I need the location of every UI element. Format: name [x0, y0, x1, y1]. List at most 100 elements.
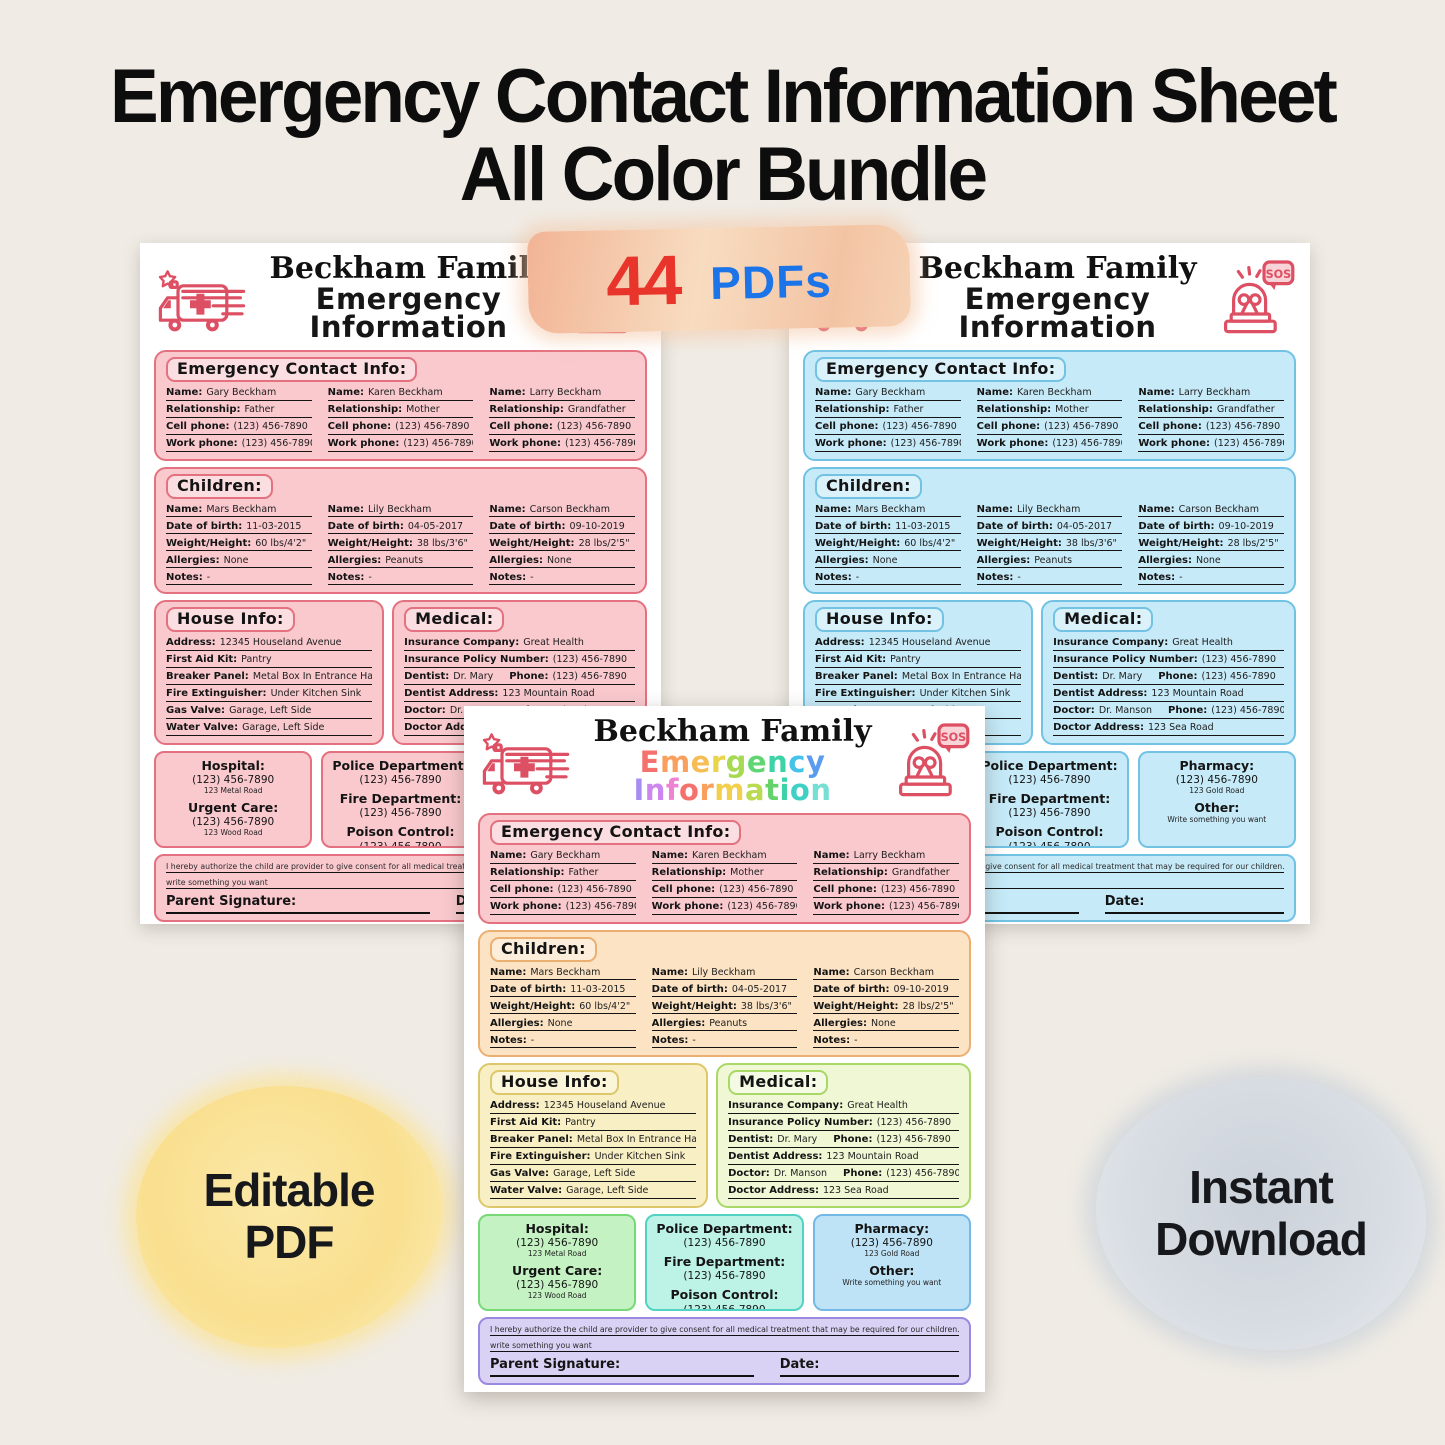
field-row: Allergies: None [166, 555, 312, 568]
box-line: (123) 456-7890 [516, 1279, 599, 1292]
field-label: Allergies: [976, 554, 1031, 566]
field-label: Notes: [166, 571, 203, 583]
contact-column-3: Name: Larry Beckham Relationship: Grandfath… [1138, 387, 1284, 453]
field-row: Doctor Address:123 Sea Road [1053, 722, 1284, 736]
field-value: 09-10-2019 [893, 983, 949, 995]
field-label: Date of birth: [1138, 520, 1215, 532]
field-row: Weight/Height: 60 lbs/4'2" [166, 538, 312, 551]
box-line: (123) 456-7890 [1175, 773, 1258, 786]
field-label: Work phone: [1138, 438, 1210, 449]
field-value: None [546, 554, 572, 566]
field-value: Garage, Left Side [242, 722, 325, 733]
field-label: Cell phone: [327, 421, 392, 432]
field-value: Peanuts [385, 554, 424, 566]
field-label: Insurance Policy Number: [728, 1117, 873, 1128]
field-value: (123) 456-7890 [1205, 421, 1281, 432]
field-value: 28 lbs/2'5" [902, 1000, 954, 1012]
field-label: Allergies: [815, 554, 869, 566]
authorization-text: I hereby authorize the child are provide… [490, 1324, 959, 1336]
field-label: Work phone: [813, 901, 885, 912]
pdf-count-badge: 44 PDFs [526, 224, 912, 334]
sheet-subtitle-line1: Emergency [315, 281, 502, 316]
field-value: None [870, 1017, 896, 1029]
field-label: Phone: [833, 1134, 873, 1145]
field-label: Water Valve: [166, 722, 239, 733]
section-heading-pill: Children: [166, 473, 273, 499]
field-row: Name: Carson Beckham [1138, 504, 1284, 517]
contact-column-2: Name: Karen Beckham Relationship: Mother Cel… [327, 387, 474, 453]
field-label: Date of birth: [490, 983, 567, 995]
box-line: 123 Wood Road [203, 828, 263, 838]
child-column-3: Name: Carson Beckham Date of birth: 09-10-2… [489, 504, 635, 587]
field-value: 38 lbs/3'6" [416, 537, 468, 549]
field-label: Phone: [843, 1168, 883, 1179]
field-label: Breaker Panel: [490, 1134, 573, 1145]
field-row: Water Valve:Garage, Left Side [166, 722, 373, 736]
field-value: (123) 456-7890 [1201, 671, 1276, 682]
box-line: Police Department: [656, 1220, 793, 1236]
authorization-text: I hereby authorize the child are provide… [815, 861, 1284, 873]
box-line: Urgent Care: [512, 1262, 603, 1278]
field-value: Father [244, 404, 275, 415]
field-value: - [368, 571, 372, 583]
field-label: Relationship: [1138, 404, 1213, 415]
ambulance-icon [482, 733, 570, 795]
field-label: Work phone: [489, 438, 561, 449]
field-label: Allergies: [651, 1017, 706, 1029]
field-value: 11-03-2015 [246, 520, 302, 532]
field-row: Name: Gary Beckham [166, 387, 312, 401]
field-row: Notes: - [327, 571, 474, 585]
field-label: Water Valve: [490, 1185, 563, 1196]
field-row: Gas Valve:Garage, Left Side [490, 1168, 697, 1182]
field-value: - [692, 1034, 696, 1046]
field-label: Weight/Height: [813, 1000, 899, 1012]
field-row: Cell phone: (123) 456-7890 [976, 421, 1123, 435]
field-label: Relationship: [976, 404, 1052, 415]
section-heading: Emergency Contact Info: [177, 359, 407, 378]
sos-label: SOS [941, 731, 967, 744]
field-row: Name: Carson Beckham [489, 504, 635, 517]
field-row: Allergies: Peanuts [976, 554, 1123, 568]
field-label: Notes: [813, 1034, 851, 1046]
field-value: (123) 456-7890 [876, 1134, 951, 1145]
field-value: (123) 456-7890 [1052, 438, 1123, 449]
field-value: 60 lbs/4'2" [579, 1000, 631, 1012]
field-label: Allergies: [813, 1017, 867, 1029]
field-row: Breaker Panel: Metal Box In Entrance Hall [166, 671, 373, 685]
field-label: Name: [1138, 387, 1175, 398]
field-value: Mars Beckham [206, 503, 277, 515]
section-heading: Emergency Contact Info: [501, 822, 731, 841]
field-value: 11-03-2015 [895, 520, 951, 532]
box-line: (123) 456-7890 [359, 840, 442, 848]
field-row: Name: Lily Beckham [651, 967, 798, 980]
field-row: Doctor:Dr. Manson Phone:(123) 456-7890 [1053, 705, 1284, 719]
field-value: (123) 456-7890 [565, 901, 636, 912]
field-row: Date of birth: 09-10-2019 [489, 521, 635, 534]
field-value: (123) 456-7890 [552, 671, 627, 682]
field-label: Fire Extinguisher: [490, 1151, 591, 1162]
field-value: (123) 456-7890 [1213, 438, 1284, 449]
box-line: Hospital: [525, 1220, 589, 1236]
sheet-subtitle-line1: Emergency [639, 744, 826, 779]
field-label: Address: [815, 637, 865, 648]
field-label: Allergies: [1138, 554, 1192, 566]
box-line: (123) 456-7890 [192, 773, 275, 786]
field-row: First Aid Kit: Pantry [490, 1117, 697, 1131]
field-row: Allergies: Peanuts [327, 554, 474, 568]
field-row: Cell phone: (123) 456-7890 [489, 421, 635, 435]
field-row: Work phone: (123) 456-7890 [651, 901, 798, 915]
field-label: Name: [813, 850, 850, 861]
field-row: Weight/Height: 28 lbs/2'5" [489, 538, 635, 551]
box-line: (123) 456-7890 [1008, 773, 1091, 786]
field-row: Insurance Company: Great Health [1053, 637, 1284, 651]
field-label: Dentist Address: [728, 1151, 823, 1162]
field-value: Great Health [523, 637, 584, 648]
field-value: - [855, 571, 860, 583]
editable-pdf-text: Editable PDF [204, 1165, 376, 1268]
field-row: Address: 12345 Houseland Avenue [166, 637, 373, 651]
field-value: Metal Box In Entrance Hall [252, 671, 373, 682]
field-row: Fire Extinguisher: Under Kitchen Sink [490, 1151, 697, 1165]
